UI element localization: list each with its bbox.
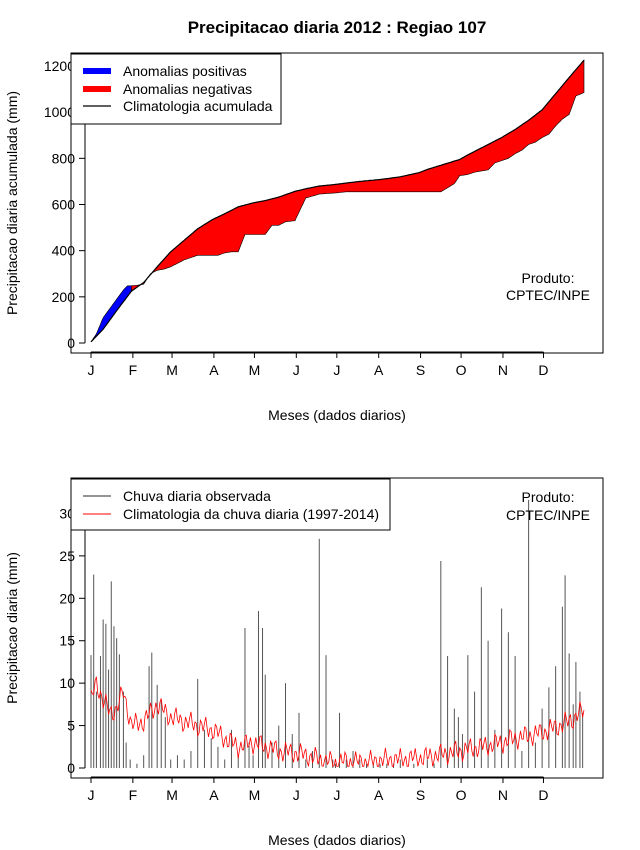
y-tick-label: 20 — [59, 590, 75, 606]
x-tick-label: N — [498, 362, 508, 378]
x-tick-label: M — [166, 787, 178, 803]
y-tick-label: 25 — [59, 548, 75, 564]
legend: Anomalias positivas Anomalias negativas … — [70, 53, 282, 125]
x-tick-label: S — [416, 787, 425, 803]
chart-title: Precipitacao diaria 2012 : Regiao 107 — [188, 18, 487, 37]
x-tick-label: F — [129, 787, 138, 803]
x-tick-label: J — [333, 787, 340, 803]
product-label: Produto: — [522, 489, 575, 505]
x-tick-label: A — [374, 362, 384, 378]
x-axis-label: Meses (dados diarios) — [268, 407, 406, 423]
y-tick-label: 800 — [52, 150, 76, 166]
x-tick-label: N — [498, 787, 508, 803]
y-tick-label: 1000 — [44, 104, 75, 120]
x-tick-label: M — [249, 362, 261, 378]
legend-label-climatology: Climatologia da chuva diaria (1997-2014) — [123, 506, 379, 522]
product-source: CPTEC/INPE — [506, 287, 590, 303]
y-tick-label: 0 — [67, 760, 75, 776]
legend-label-negative: Anomalias negativas — [123, 81, 252, 97]
x-axis-label: Meses (dados diarios) — [268, 832, 406, 848]
x-tick-label: D — [538, 787, 548, 803]
x-tick-label: J — [293, 362, 300, 378]
x-tick-label: J — [88, 362, 95, 378]
x-tick-label: A — [209, 787, 219, 803]
cumulative-precipitation-chart: 0 200 400 600 800 1000 1200 J F M A M J J A S O N D Meses… — [4, 52, 604, 423]
legend: Chuva diaria observada Climatologia da c… — [70, 478, 391, 531]
x-tick-label: J — [333, 362, 340, 378]
product-source: CPTEC/INPE — [506, 507, 590, 523]
legend-label-climatology: Climatologia acumulada — [123, 98, 273, 114]
x-tick-label: J — [88, 787, 95, 803]
climatology-daily-line-layer — [90, 676, 585, 768]
y-axis-label: Precipitacao diaria (mm) — [4, 552, 20, 704]
x-tick-label: A — [374, 787, 384, 803]
climatology-cumulative-line — [90, 59, 585, 343]
x-tick-label: D — [538, 362, 548, 378]
y-tick-label: 600 — [52, 197, 76, 213]
x-tick-label: O — [456, 362, 467, 378]
y-axis: 0 200 400 600 800 1000 1200 — [44, 58, 86, 351]
y-tick-label: 15 — [59, 633, 75, 649]
product-label: Produto: — [522, 270, 575, 286]
x-tick-label: J — [293, 787, 300, 803]
y-tick-label: 1200 — [44, 58, 75, 74]
positive-anomaly-area — [90, 285, 132, 343]
y-tick-label: 0 — [67, 335, 75, 351]
climatology-line-layer — [90, 59, 585, 343]
x-tick-label: S — [416, 362, 425, 378]
observed-bars-layer — [90, 499, 584, 768]
y-axis-label: Precipitacao diaria acumulada (mm) — [4, 91, 20, 315]
legend-label-observed: Chuva diaria observada — [123, 488, 271, 504]
legend-label-positive: Anomalias positivas — [123, 63, 247, 79]
y-tick-label: 400 — [52, 243, 76, 259]
legend-box — [70, 478, 391, 531]
climatology-daily-line — [90, 676, 585, 768]
y-tick-label: 10 — [59, 675, 75, 691]
y-tick-label: 5 — [67, 718, 75, 734]
x-tick-label: O — [456, 787, 467, 803]
x-tick-label: A — [209, 362, 219, 378]
x-tick-label: F — [129, 362, 138, 378]
y-tick-label: 200 — [52, 289, 76, 305]
x-tick-label: M — [166, 362, 178, 378]
x-tick-label: M — [249, 787, 261, 803]
